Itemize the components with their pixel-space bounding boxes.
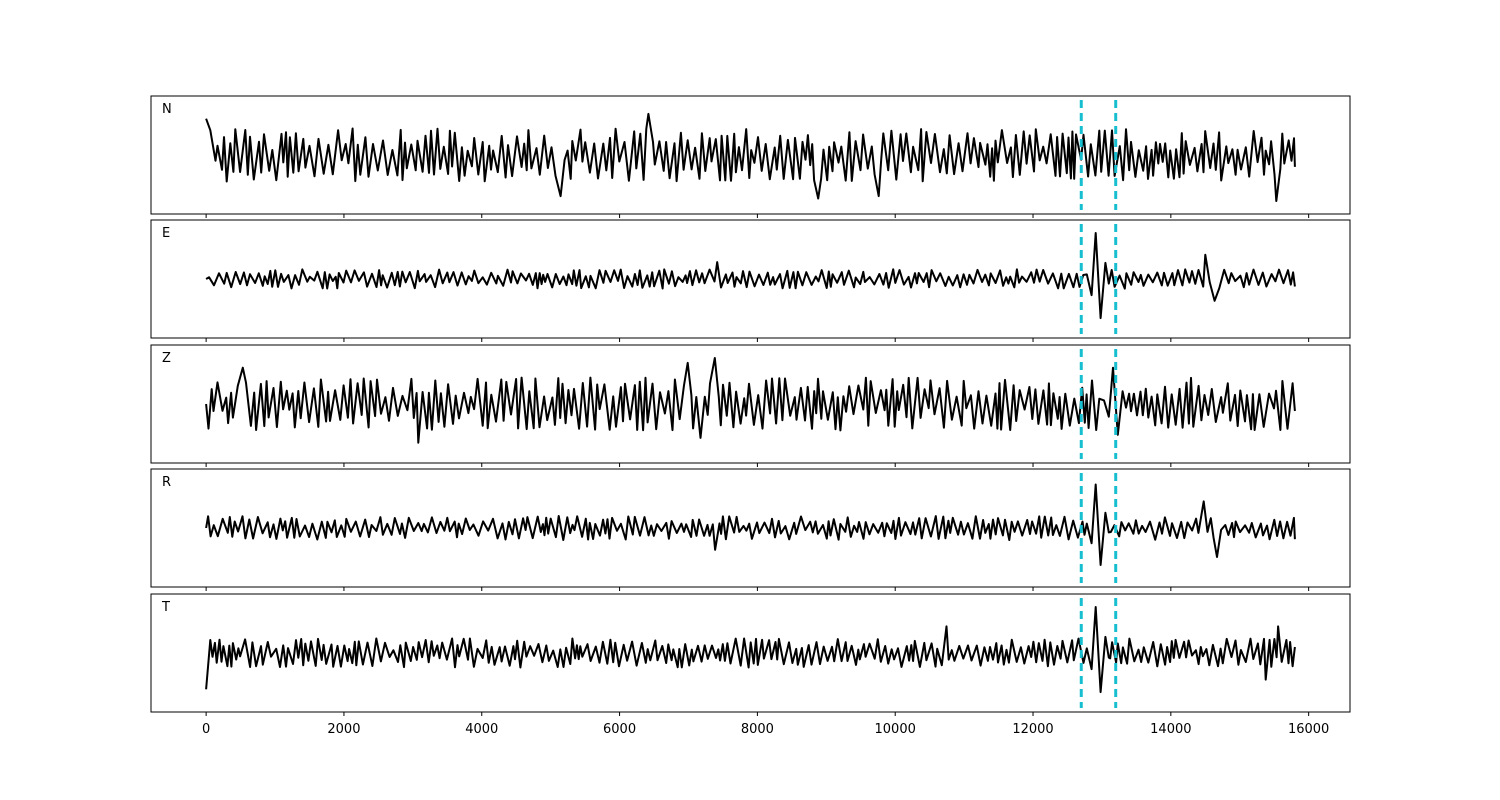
x-tick-label: 2000 — [327, 722, 360, 737]
x-tick-label: 8000 — [741, 722, 774, 737]
x-tick-label: 0 — [202, 722, 210, 737]
trace-t — [205, 606, 1296, 694]
panel-e: E — [150, 219, 1351, 342]
axes-frame — [150, 95, 1351, 215]
x-tick-label: 6000 — [603, 722, 636, 737]
panel-label: E — [162, 226, 170, 241]
trace-n — [205, 112, 1296, 202]
panel-label: R — [162, 475, 171, 490]
x-tick-label: 10000 — [875, 722, 916, 737]
panel-z: Z — [150, 344, 1351, 467]
x-tick-label: 4000 — [465, 722, 498, 737]
x-tick-label: 14000 — [1150, 722, 1191, 737]
x-tick-label: 16000 — [1288, 722, 1329, 737]
x-tick-label: 12000 — [1012, 722, 1053, 737]
axes-frame — [150, 344, 1351, 464]
axes-frame — [150, 593, 1351, 713]
trace-e — [205, 232, 1296, 320]
panel-label: Z — [162, 351, 171, 366]
panel-t: 0 2000 4000 6000 8000 10000 12000 14000 16000 T — [150, 593, 1351, 737]
panels-group: N E Z R 0 2000 4000 6000 8000 10000 12000 14000 1600… — [150, 95, 1351, 737]
axes-frame — [150, 219, 1351, 339]
panel-r: R — [150, 468, 1351, 591]
panel-label: T — [161, 600, 170, 615]
axes-frame — [150, 468, 1351, 588]
panel-label: N — [162, 102, 172, 117]
panel-n: N — [150, 95, 1351, 218]
trace-z — [205, 357, 1296, 444]
trace-r — [205, 483, 1296, 566]
